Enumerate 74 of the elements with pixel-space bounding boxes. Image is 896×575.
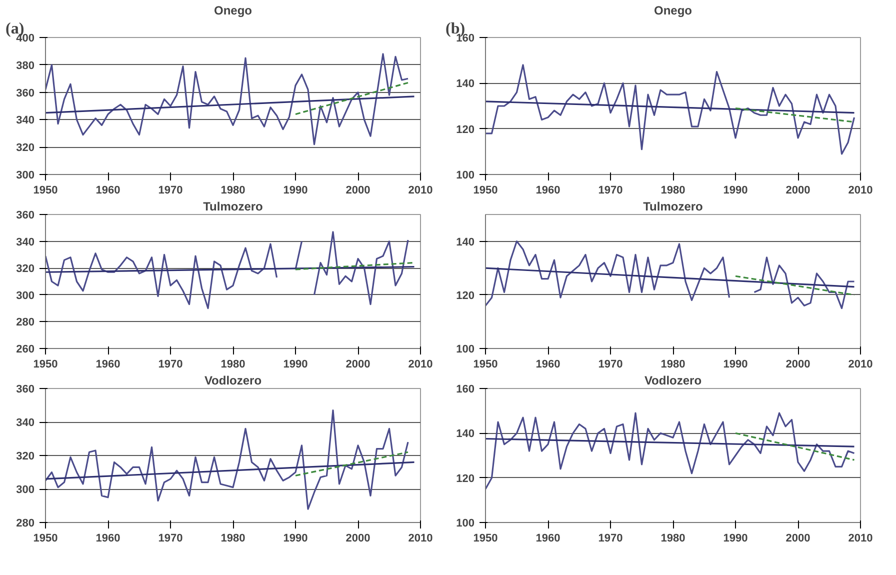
x-tick-label: 1960 xyxy=(536,184,560,196)
x-tick-label: 1950 xyxy=(33,358,58,370)
y-tick-label: 300 xyxy=(16,484,35,496)
x-tick-label: 2010 xyxy=(848,358,873,370)
x-tick-label: 1970 xyxy=(598,358,623,370)
x-tick-label: 2010 xyxy=(848,532,873,544)
y-tick-label: 160 xyxy=(456,384,475,396)
y-tick-label: 360 xyxy=(16,210,35,222)
x-tick-label: 1990 xyxy=(283,358,308,370)
chart-title: Onego xyxy=(214,4,252,18)
x-tick-label: 1990 xyxy=(723,532,748,544)
x-tick-label: 2000 xyxy=(786,184,810,196)
x-tick-label: 2000 xyxy=(786,358,810,370)
chart-title: Tulmozero xyxy=(203,200,263,214)
chart-title: Vodlozero xyxy=(644,374,702,388)
x-tick-label: 1970 xyxy=(158,532,183,544)
x-tick-label: 1950 xyxy=(33,184,58,196)
y-tick-label: 100 xyxy=(456,344,475,356)
x-tick-label: 2000 xyxy=(346,184,370,196)
x-tick-label: 1980 xyxy=(660,532,686,544)
x-tick-label: 1980 xyxy=(220,532,246,544)
x-tick-label: 1970 xyxy=(598,184,623,196)
chart-title: Vodlozero xyxy=(204,374,262,388)
y-tick-label: 320 xyxy=(16,450,35,462)
y-tick-label: 140 xyxy=(456,428,475,440)
y-tick-label: 360 xyxy=(16,384,35,396)
x-tick-label: 1950 xyxy=(473,358,498,370)
x-tick-label: 1970 xyxy=(158,184,183,196)
x-tick-label: 1980 xyxy=(220,358,246,370)
chart-title: Tulmozero xyxy=(643,200,703,214)
x-tick-label: 2010 xyxy=(408,184,433,196)
y-tick-label: 100 xyxy=(456,518,475,530)
x-tick-label: 1980 xyxy=(220,184,246,196)
x-tick-label: 2010 xyxy=(408,358,433,370)
x-tick-label: 1970 xyxy=(598,532,623,544)
y-tick-label: 140 xyxy=(456,78,475,90)
y-tick-label: 340 xyxy=(16,417,35,429)
x-tick-label: 1990 xyxy=(723,184,748,196)
y-tick-label: 320 xyxy=(16,142,35,154)
x-tick-label: 1980 xyxy=(660,184,686,196)
chart-title: Onego xyxy=(654,4,692,18)
x-tick-label: 1990 xyxy=(283,532,308,544)
y-tick-label: 120 xyxy=(456,124,475,136)
x-tick-label: 2000 xyxy=(786,532,810,544)
y-tick-label: 280 xyxy=(16,316,35,329)
y-tick-label: 380 xyxy=(16,60,35,72)
y-tick-label: 120 xyxy=(456,290,475,302)
x-tick-label: 1950 xyxy=(473,184,498,196)
y-tick-label: 360 xyxy=(16,87,35,100)
y-tick-label: 340 xyxy=(16,114,35,127)
x-tick-label: 1950 xyxy=(33,532,58,544)
x-tick-label: 1990 xyxy=(283,184,308,196)
y-tick-label: 300 xyxy=(16,170,35,182)
x-tick-label: 1950 xyxy=(473,532,498,544)
y-tick-label: 260 xyxy=(16,344,35,356)
y-tick-label: 340 xyxy=(16,236,35,248)
x-tick-label: 2010 xyxy=(848,184,873,196)
y-tick-label: 120 xyxy=(456,472,475,485)
y-tick-label: 100 xyxy=(456,170,475,182)
x-tick-label: 2000 xyxy=(346,532,370,544)
x-tick-label: 1960 xyxy=(536,358,560,370)
x-tick-label: 2010 xyxy=(408,532,433,544)
x-tick-label: 1960 xyxy=(96,532,120,544)
x-tick-label: 1980 xyxy=(660,358,686,370)
x-tick-label: 1960 xyxy=(96,358,120,370)
y-tick-label: 280 xyxy=(16,518,35,530)
x-tick-label: 1990 xyxy=(723,358,748,370)
y-tick-label: 320 xyxy=(16,263,35,276)
x-tick-label: 1960 xyxy=(536,532,560,544)
x-tick-label: 1960 xyxy=(96,184,120,196)
y-tick-label: 300 xyxy=(16,290,35,302)
x-tick-label: 1970 xyxy=(158,358,183,370)
x-tick-label: 2000 xyxy=(346,358,370,370)
y-tick-label: 140 xyxy=(456,236,475,248)
